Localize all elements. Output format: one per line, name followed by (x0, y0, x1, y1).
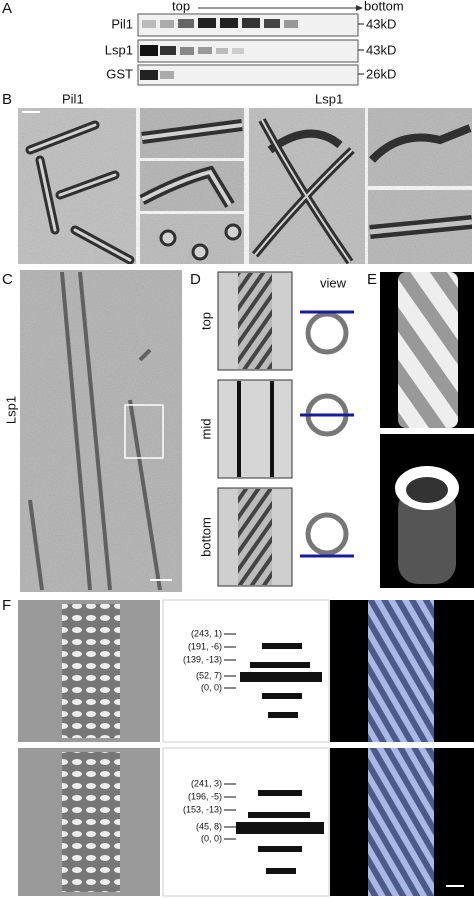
mw-label: 43kD (366, 16, 396, 31)
row-label: GST (106, 66, 133, 81)
tomogram-image (20, 270, 182, 592)
f-row (18, 747, 474, 897)
layer-line-label: (0, 0) (201, 833, 222, 843)
slice-label: mid (198, 419, 213, 440)
mw-label: 43kD (366, 42, 396, 57)
gradient-top: top (172, 0, 190, 13)
inset-box (124, 404, 164, 459)
layer-line-labels: (243, 1) (191, -6) (139, -13) (52, 7) (0, 0)… (183, 628, 236, 843)
blot (137, 39, 359, 63)
layer-line-label: (45, 8) (196, 821, 222, 831)
layer-line-label: (153, -13) (183, 804, 222, 814)
layer-line-label: (52, 7) (196, 670, 222, 680)
layer-line-label: (191, -6) (188, 641, 222, 651)
tomogram (20, 270, 182, 592)
blot-labels: Pil1 Lsp1 GST 43kD 43kD 26kD (105, 16, 397, 81)
protein-label: Lsp1 (315, 91, 343, 106)
reconstruction (380, 272, 474, 588)
slice-label: bottom (198, 517, 213, 557)
panel-letter: C (2, 271, 13, 288)
gradient-bottom: bottom (364, 0, 404, 13)
em-images (18, 108, 473, 265)
view-diagrams (300, 310, 354, 558)
layer-line-label: (0, 0) (201, 682, 222, 692)
layer-line-label: (139, -13) (183, 654, 222, 664)
panel-letter: F (2, 597, 11, 614)
slices (217, 271, 293, 587)
protein-label: Pil1 (62, 91, 84, 106)
f-row (18, 599, 474, 743)
mw-label: 26kD (366, 66, 396, 81)
panel-letter: D (190, 271, 201, 288)
layer-line-label: (196, -5) (188, 791, 222, 801)
panel-letter: B (2, 91, 12, 108)
view-header: view (320, 275, 347, 290)
fft-image (162, 599, 330, 743)
layer-line-label: (243, 1) (191, 628, 222, 638)
em-image (140, 214, 244, 264)
blot (137, 64, 359, 86)
blots (137, 13, 359, 86)
arrow-head (356, 5, 363, 11)
protein-label: Lsp1 (3, 396, 18, 424)
slice-label: top (198, 312, 213, 330)
row-label: Lsp1 (105, 42, 133, 57)
row-label: Pil1 (111, 16, 133, 31)
panel-letter: A (2, 0, 12, 17)
slice-image (217, 379, 293, 479)
layer-line-label: (241, 3) (191, 778, 222, 788)
panel-letter: E (367, 271, 377, 288)
